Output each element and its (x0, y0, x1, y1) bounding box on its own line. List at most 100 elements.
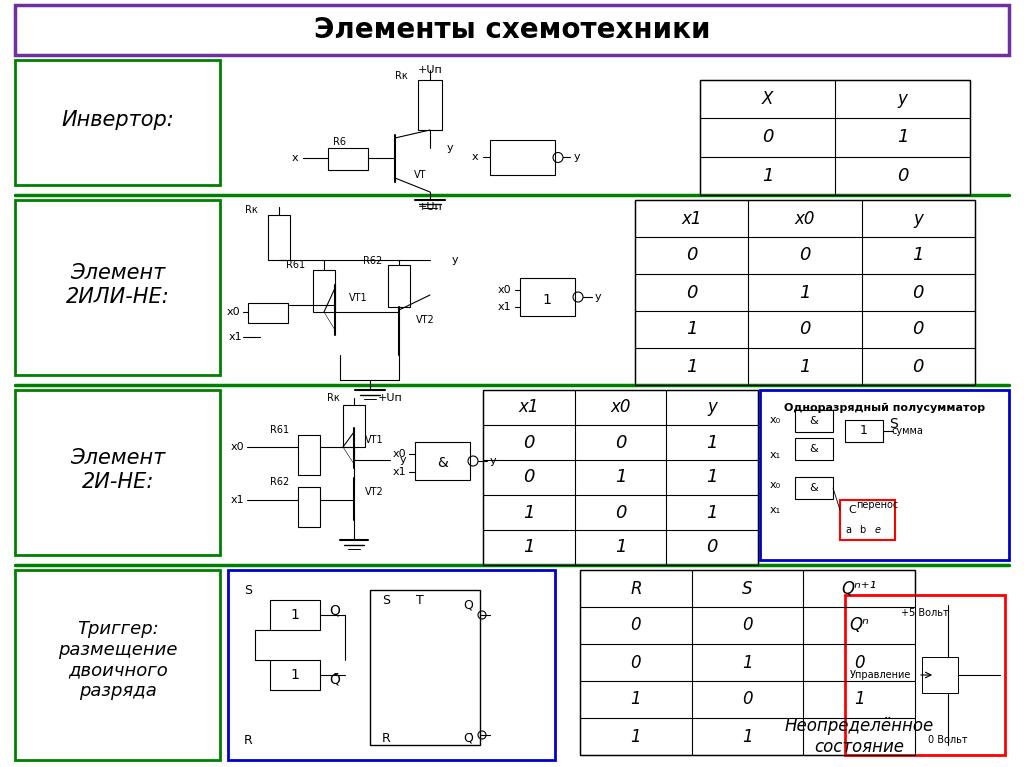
Text: 1: 1 (854, 690, 864, 709)
Text: x₁: x₁ (769, 505, 780, 515)
Text: x1: x1 (498, 302, 511, 312)
Bar (313, 270, 335, 312)
Text: T: T (416, 594, 424, 607)
Text: 1: 1 (614, 538, 627, 557)
Text: перенос: перенос (856, 500, 898, 510)
Text: Элемент
2ИЛИ-НЕ:: Элемент 2ИЛИ-НЕ: (67, 263, 170, 307)
Text: y: y (573, 152, 581, 162)
Bar (922, 657, 958, 693)
Text: x₁: x₁ (769, 450, 780, 460)
Text: &: & (810, 444, 818, 454)
Text: сумма: сумма (891, 426, 923, 436)
Text: 1: 1 (523, 503, 535, 522)
Text: 1: 1 (686, 357, 697, 376)
Bar (415, 442, 470, 480)
Text: 0 Вольт: 0 Вольт (928, 735, 968, 745)
Text: 0: 0 (523, 469, 535, 486)
Text: 0: 0 (686, 246, 697, 265)
Text: Qⁿ: Qⁿ (849, 617, 869, 634)
Text: 0: 0 (523, 433, 535, 452)
Text: x1: x1 (230, 495, 244, 505)
Text: y: y (446, 143, 454, 153)
Bar (580, 570, 915, 755)
Text: C: C (848, 505, 856, 515)
Text: 0: 0 (614, 433, 627, 452)
Text: 1: 1 (860, 424, 868, 437)
Text: y: y (595, 292, 601, 302)
Text: y: y (913, 209, 924, 228)
Bar (15, 5, 1009, 55)
Bar (490, 140, 555, 175)
Text: x1: x1 (228, 332, 242, 342)
Text: 1: 1 (762, 167, 773, 185)
Text: 1: 1 (742, 728, 753, 746)
Text: VT1: VT1 (349, 293, 368, 303)
Bar (298, 435, 319, 475)
Bar (298, 487, 319, 527)
Text: e: e (874, 525, 881, 535)
Bar (845, 595, 1005, 755)
Bar (418, 80, 442, 130)
Text: Rк: Rк (328, 393, 340, 403)
Text: b: b (859, 525, 865, 535)
Bar (343, 405, 365, 447)
Text: 1: 1 (614, 469, 627, 486)
Text: 1: 1 (686, 321, 697, 338)
Text: 0: 0 (686, 284, 697, 301)
Text: x0: x0 (795, 209, 815, 228)
Bar (15, 200, 220, 375)
Text: VT2: VT2 (416, 315, 434, 325)
Text: R62: R62 (269, 477, 289, 487)
Bar (520, 278, 575, 316)
Text: x1: x1 (681, 209, 701, 228)
Text: R: R (244, 733, 252, 746)
Bar (268, 215, 290, 260)
Text: 0: 0 (800, 321, 811, 338)
Text: 0: 0 (742, 690, 753, 709)
Bar (270, 660, 319, 690)
Text: 0: 0 (614, 503, 627, 522)
Bar (370, 590, 480, 745)
Text: 1: 1 (800, 357, 811, 376)
Text: Неопределённое
состояние: Неопределённое состояние (784, 717, 934, 756)
Bar (845, 420, 883, 442)
Text: +Uп: +Uп (378, 393, 402, 403)
Text: x0: x0 (226, 307, 240, 317)
Text: +Uп: +Uп (418, 65, 442, 75)
Text: 1: 1 (631, 690, 641, 709)
Text: Rк: Rк (246, 205, 258, 215)
Text: +Uп: +Uп (418, 202, 442, 212)
Text: R: R (630, 580, 642, 597)
Text: +5 Вольт: +5 Вольт (901, 608, 949, 618)
Text: X: X (762, 91, 773, 108)
Text: 1: 1 (543, 293, 552, 307)
Text: 1: 1 (291, 668, 299, 682)
Text: R61: R61 (286, 260, 305, 270)
Text: x0: x0 (230, 442, 244, 452)
Text: 0: 0 (897, 167, 908, 185)
Text: 1: 1 (291, 608, 299, 622)
Text: S: S (742, 580, 753, 597)
Text: y: y (452, 255, 459, 265)
Text: Управление: Управление (850, 670, 911, 680)
Text: a: a (845, 525, 851, 535)
Text: Элемент
2И-НЕ:: Элемент 2И-НЕ: (71, 449, 166, 492)
Text: 0: 0 (631, 653, 641, 671)
Text: 0: 0 (854, 653, 864, 671)
Bar (228, 570, 555, 760)
Bar (795, 477, 833, 499)
Text: y: y (898, 91, 907, 108)
Text: 0: 0 (800, 246, 811, 265)
Text: Q: Q (463, 598, 473, 611)
Text: R61: R61 (270, 425, 289, 435)
Bar (760, 390, 1009, 560)
Text: Элементы схемотехники: Элементы схемотехники (313, 16, 711, 44)
Text: 1: 1 (912, 246, 924, 265)
Text: S: S (244, 584, 252, 597)
Text: 0: 0 (912, 321, 924, 338)
Bar (635, 200, 975, 385)
Text: x: x (292, 153, 298, 163)
Bar (15, 390, 220, 555)
Text: 1: 1 (897, 129, 908, 146)
Bar (248, 303, 288, 323)
